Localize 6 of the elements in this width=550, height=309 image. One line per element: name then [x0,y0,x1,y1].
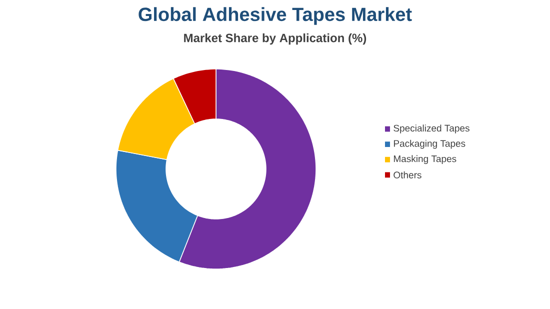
legend-label: Masking Tapes [394,155,456,164]
legend-label: Others [394,171,422,178]
legend-label: Specialized Tapes [394,124,470,134]
chart-subtitle: Market Share by Application (%) [184,33,366,45]
chart-title: Global Adhesive Tapes Market [138,7,412,25]
legend-label: Packaging Tapes [394,140,466,149]
